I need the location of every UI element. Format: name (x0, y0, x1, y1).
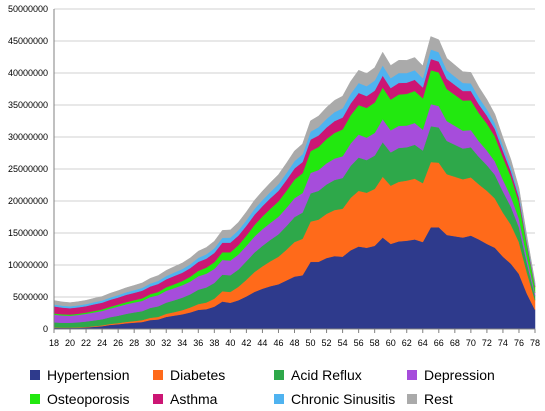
x-tick-label: 18 (49, 338, 59, 348)
x-tick-label: 30 (145, 338, 155, 348)
x-tick-label: 50 (306, 338, 316, 348)
legend-item-asthma: Asthma (153, 391, 274, 407)
y-tick-label: 30000000 (8, 132, 48, 142)
legend-label-osteoporosis: Osteoporosis (47, 391, 130, 407)
x-tick-label: 68 (450, 338, 460, 348)
x-tick-label: 74 (498, 338, 508, 348)
legend-label-chronic-sinusitis: Chronic Sinusitis (291, 391, 396, 407)
y-tick-label: 10000000 (8, 260, 48, 270)
chart-areas (53, 36, 536, 330)
y-tick-label: 25000000 (8, 164, 48, 174)
x-tick-label: 20 (65, 338, 75, 348)
x-tick-label: 34 (177, 338, 187, 348)
x-tick-label: 72 (482, 338, 492, 348)
x-tick-label: 44 (257, 338, 267, 348)
x-tick-label: 26 (113, 338, 123, 348)
legend-label-rest: Rest (424, 391, 453, 407)
legend-swatch-chronic-sinusitis (274, 394, 284, 404)
legend-item-depression: Depression (407, 367, 527, 383)
legend-label-diabetes: Diabetes (170, 367, 226, 383)
legend-swatch-acid-reflux (274, 370, 284, 380)
x-tick-label: 60 (386, 338, 396, 348)
x-tick-label: 24 (97, 338, 107, 348)
legend-item-osteoporosis: Osteoporosis (30, 391, 153, 407)
legend-label-asthma: Asthma (170, 391, 218, 407)
legend-label-hypertension: Hypertension (47, 367, 130, 383)
x-tick-label: 40 (225, 338, 235, 348)
x-tick-label: 70 (466, 338, 476, 348)
legend-label-depression: Depression (424, 367, 495, 383)
legend-swatch-asthma (153, 394, 163, 404)
y-tick-label: 50000000 (8, 4, 48, 14)
legend-item-rest: Rest (407, 391, 527, 407)
legend-swatch-depression (407, 370, 417, 380)
legend-swatch-diabetes (153, 370, 163, 380)
legend-swatch-osteoporosis (30, 394, 40, 404)
y-tick-label: 40000000 (8, 68, 48, 78)
x-tick-label: 52 (322, 338, 332, 348)
x-tick-label: 64 (418, 338, 428, 348)
stacked-area-chart: 0 5000000 10000000 15000000 20000000 25000000… (8, 4, 540, 348)
x-tick-label: 22 (81, 338, 91, 348)
y-axis-ticks: 0 5000000 10000000 15000000 20000000 25000000… (8, 4, 48, 334)
x-tick-label: 36 (193, 338, 203, 348)
x-tick-label: 58 (370, 338, 380, 348)
x-tick-label: 48 (289, 338, 299, 348)
legend-row: Osteoporosis Asthma Chronic Sinusitis Re… (30, 387, 540, 411)
x-tick-label: 28 (129, 338, 139, 348)
y-tick-label: 35000000 (8, 100, 48, 110)
area-rest (53, 36, 536, 307)
legend-item-diabetes: Diabetes (153, 367, 274, 383)
y-tick-label: 5000000 (13, 292, 48, 302)
x-tick-label: 46 (273, 338, 283, 348)
legend-swatch-hypertension (30, 370, 40, 380)
x-tick-label: 78 (530, 338, 540, 348)
y-tick-label: 15000000 (8, 228, 48, 238)
legend-item-hypertension: Hypertension (30, 367, 153, 383)
x-tick-label: 54 (338, 338, 348, 348)
y-tick-label: 20000000 (8, 196, 48, 206)
legend-row: Hypertension Diabetes Acid Reflux Depres… (30, 363, 540, 387)
y-tick-label: 0 (43, 324, 48, 334)
legend-swatch-rest (407, 394, 417, 404)
x-tick-label: 38 (209, 338, 219, 348)
x-tick-label: 62 (402, 338, 412, 348)
y-tick-label: 45000000 (8, 36, 48, 46)
legend-item-chronic-sinusitis: Chronic Sinusitis (274, 391, 407, 407)
x-tick-label: 76 (514, 338, 524, 348)
chart-legend: Hypertension Diabetes Acid Reflux Depres… (30, 363, 540, 411)
x-tick-label: 56 (354, 338, 364, 348)
legend-item-acid-reflux: Acid Reflux (274, 367, 407, 383)
legend-label-acid-reflux: Acid Reflux (291, 367, 362, 383)
x-tick-label: 32 (161, 338, 171, 348)
x-tick-label: 66 (434, 338, 444, 348)
x-tick-label: 42 (241, 338, 251, 348)
x-axis-ticks: 18 20 22 24 26 28 30 32 34 36 38 40 42 44 46 48 50 52 54 56… (49, 329, 540, 348)
